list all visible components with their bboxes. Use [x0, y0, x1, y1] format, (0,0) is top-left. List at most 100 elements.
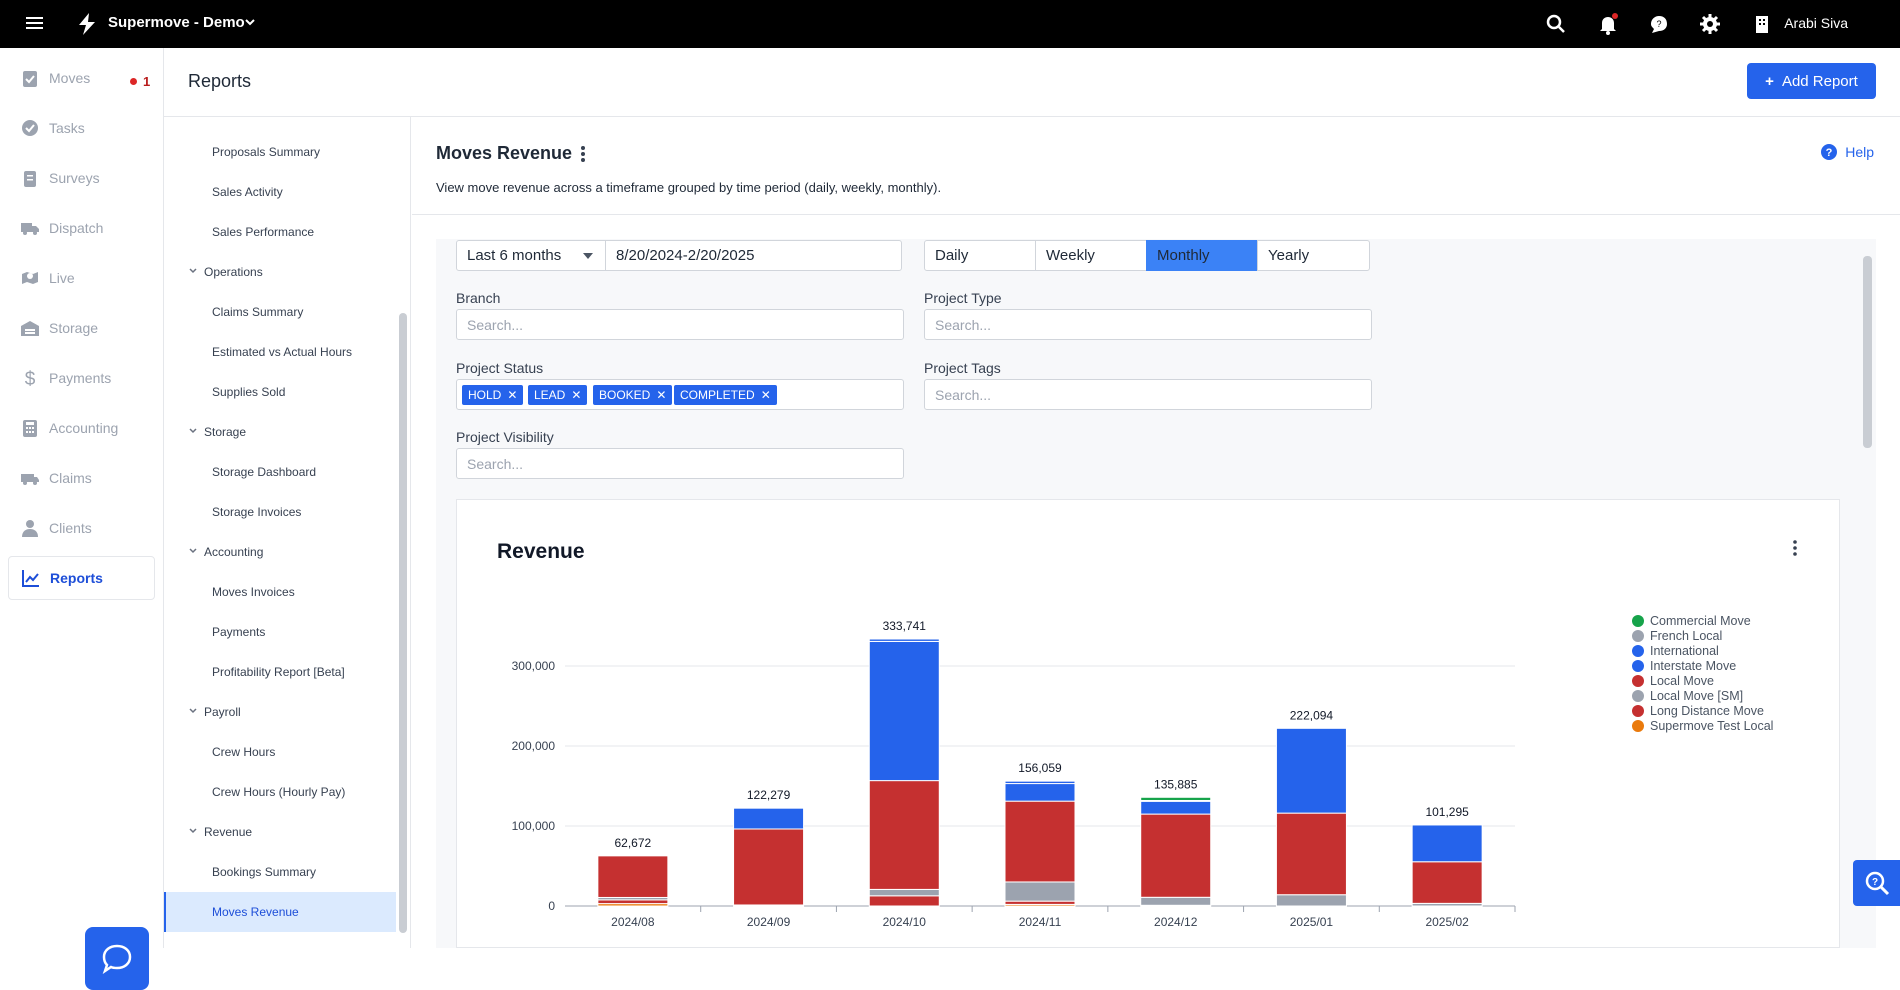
- reports-list-scrollbar[interactable]: [399, 313, 407, 933]
- sidebar-item-label: Reports: [50, 570, 103, 586]
- legend-label: Supermove Test Local: [1650, 719, 1773, 733]
- report-category-revenue[interactable]: Revenue: [189, 825, 252, 839]
- sidebar-item-surveys[interactable]: Surveys: [8, 156, 155, 200]
- report-item-crew-hours-hourly-pay[interactable]: Crew Hours (Hourly Pay): [212, 785, 346, 799]
- sidebar-item-claims[interactable]: Claims: [8, 456, 155, 500]
- report-item-claims-summary[interactable]: Claims Summary: [212, 305, 304, 319]
- question-circle-icon: ?: [1821, 144, 1838, 160]
- gear-icon[interactable]: [1698, 12, 1722, 36]
- sidebar-item-accounting[interactable]: Accounting: [8, 406, 155, 450]
- report-item-sales-performance[interactable]: Sales Performance: [212, 225, 315, 239]
- organization-name[interactable]: Supermove - Demo: [108, 14, 245, 31]
- period-daily[interactable]: Daily: [924, 240, 1036, 271]
- chat-icon[interactable]: ?: [1647, 12, 1671, 36]
- more-vertical-icon[interactable]: [580, 145, 586, 163]
- sidebar-item-label: Payments: [49, 370, 112, 386]
- status-tag-lead: LEAD ✕: [528, 385, 588, 405]
- report-item-crew-hours[interactable]: Crew Hours: [212, 745, 276, 759]
- report-item-bookings-summary[interactable]: Bookings Summary: [212, 865, 317, 879]
- remove-tag-icon[interactable]: ✕: [571, 388, 582, 402]
- legend-label: International: [1650, 644, 1719, 658]
- bar-total-label: 222,094: [1290, 708, 1334, 722]
- svg-text:?: ?: [1871, 877, 1877, 888]
- report-category-storage[interactable]: Storage: [189, 425, 246, 439]
- report-category-operations[interactable]: Operations: [189, 265, 263, 279]
- bar-segment: [1004, 881, 1076, 902]
- timeframe-select[interactable]: Last 6 months: [456, 240, 606, 271]
- help-link[interactable]: ? Help: [1821, 144, 1874, 160]
- map-pin-icon: [22, 272, 38, 284]
- period-weekly[interactable]: Weekly: [1035, 240, 1147, 271]
- project-tags-search-input[interactable]: Search...: [924, 379, 1372, 410]
- report-category-accounting[interactable]: Accounting: [189, 545, 263, 559]
- sidebar-item-label: Clients: [49, 520, 92, 536]
- active-report-highlight: [164, 892, 396, 932]
- legend-label: Interstate Move: [1650, 659, 1736, 673]
- report-item-moves-invoices[interactable]: Moves Invoices: [212, 585, 295, 599]
- hamburger-menu-icon[interactable]: [26, 14, 43, 34]
- remove-tag-icon[interactable]: ✕: [507, 388, 518, 402]
- supermove-logo-icon: [79, 13, 95, 35]
- report-title: Moves Revenue: [436, 143, 573, 163]
- bar-segment: [597, 855, 669, 898]
- sidebar-item-reports[interactable]: Reports: [8, 556, 155, 600]
- sidebar-item-label: Dispatch: [49, 220, 104, 236]
- period-yearly[interactable]: Yearly: [1257, 240, 1370, 271]
- bar-segment: [1275, 727, 1347, 814]
- sidebar-item-moves[interactable]: Moves 1: [8, 56, 155, 100]
- add-report-button[interactable]: + Add Report: [1747, 63, 1876, 99]
- date-range-input[interactable]: 8/20/2024-2/20/2025: [605, 240, 902, 271]
- user-name[interactable]: Arabi Siva: [1784, 15, 1848, 31]
- dollar-icon: $: [25, 369, 36, 388]
- status-tag-booked: BOOKED ✕: [593, 385, 673, 405]
- building-icon[interactable]: [1750, 12, 1774, 36]
- period-monthly[interactable]: Monthly: [1146, 240, 1258, 271]
- sidebar-item-live[interactable]: Live: [8, 256, 155, 300]
- check-circle-icon: [22, 120, 38, 136]
- project-visibility-search-input[interactable]: Search...: [456, 448, 904, 479]
- chart-title: Revenue: [497, 540, 585, 563]
- project-tags-label: Project Tags: [924, 360, 1001, 376]
- search-help-button[interactable]: ?: [1853, 860, 1900, 906]
- chart-line-icon: [22, 570, 39, 587]
- chevron-down-icon[interactable]: [244, 16, 256, 28]
- x-tick-label: 2024/09: [747, 915, 791, 929]
- report-category-payroll[interactable]: Payroll: [189, 705, 241, 719]
- bell-icon[interactable]: [1596, 12, 1620, 36]
- report-item-storage-invoices[interactable]: Storage Invoices: [212, 505, 302, 519]
- bar-segment: [1140, 796, 1212, 801]
- project-type-label: Project Type: [924, 290, 1002, 306]
- bar-segment: [868, 780, 940, 890]
- sidebar-item-dispatch[interactable]: Dispatch: [8, 206, 155, 250]
- project-type-search-input[interactable]: Search...: [924, 309, 1372, 340]
- search-icon[interactable]: [1544, 12, 1568, 36]
- sidebar-item-tasks[interactable]: Tasks: [8, 106, 155, 150]
- chevron-down-icon: [189, 548, 197, 554]
- report-item-sales-activity[interactable]: Sales Activity: [212, 185, 283, 199]
- sidebar-item-clients[interactable]: Clients: [8, 506, 155, 550]
- report-item-payments[interactable]: Payments: [212, 625, 266, 639]
- x-tick-label: 2024/10: [883, 915, 927, 929]
- report-item-supplies-sold[interactable]: Supplies Sold: [212, 385, 286, 399]
- page-title: Reports: [188, 71, 252, 91]
- x-tick-label: 2025/02: [1425, 915, 1469, 929]
- chart-menu-icon[interactable]: [1792, 540, 1798, 556]
- top-bar: Supermove - Demo ? Arabi Siva: [0, 0, 1900, 48]
- support-chat-button[interactable]: [85, 927, 149, 990]
- sidebar-item-payments[interactable]: $ Payments: [8, 356, 155, 400]
- report-item-profitability-report[interactable]: Profitability Report [Beta]: [212, 665, 345, 679]
- content-scrollbar[interactable]: [1863, 256, 1872, 448]
- report-item-proposals-summary[interactable]: Proposals Summary: [212, 145, 321, 159]
- remove-tag-icon[interactable]: ✕: [760, 388, 771, 402]
- revenue-chart: 0 100,000 200,000 300,000 2024/08 62,672 2024/…: [512, 614, 1774, 929]
- remove-tag-icon[interactable]: ✕: [656, 388, 667, 402]
- report-item-storage-dashboard[interactable]: Storage Dashboard: [212, 465, 317, 479]
- report-item-moves-revenue[interactable]: Moves Revenue: [212, 905, 299, 919]
- legend-label: French Local: [1650, 629, 1722, 643]
- svg-text:?: ?: [1826, 147, 1833, 159]
- timeframe-select-value: Last 6 months: [467, 247, 562, 264]
- sidebar-item-storage[interactable]: Storage: [8, 306, 155, 350]
- branch-search-input[interactable]: Search...: [456, 309, 904, 340]
- report-item-estimated-vs-actual-hours[interactable]: Estimated vs Actual Hours: [212, 345, 353, 359]
- svg-text:$: $: [25, 369, 36, 388]
